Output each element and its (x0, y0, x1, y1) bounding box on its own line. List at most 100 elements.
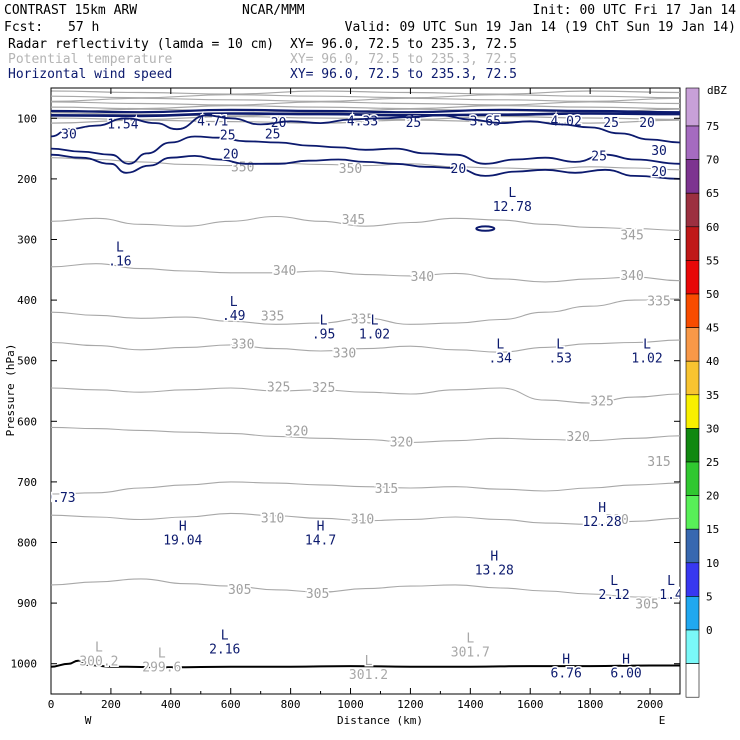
terrain-line (51, 659, 680, 669)
plot-frame (50, 87, 681, 695)
colorbar-level-65: 65 (706, 187, 719, 200)
extremum-kind-19: L (466, 631, 474, 646)
wind-label-25-0: 25 (220, 128, 236, 143)
y-tick-label-5: 600 (17, 415, 37, 428)
theta-label-345-0: 345 (342, 213, 365, 228)
colorbar-level-75: 75 (706, 120, 719, 133)
west-endpoint: W (85, 714, 92, 727)
theta-line-350 (51, 157, 680, 171)
extremum-value-6: .53 (548, 352, 571, 367)
theta-label-320-0: 320 (285, 425, 308, 440)
theta-label-320-1: 320 (390, 436, 413, 451)
upper-theta-line (51, 97, 680, 102)
extremum-kind-6: L (556, 338, 564, 353)
upper-theta-line (51, 101, 680, 106)
colorbar-swatch-13 (685, 528, 700, 564)
top-band-label-3: 4.33 (347, 114, 378, 129)
x-tick-label-7: 1400 (457, 698, 484, 711)
theta-label-310-0: 310 (261, 511, 284, 526)
colorbar-swatch-15 (685, 596, 700, 631)
theta-line-310 (51, 512, 680, 525)
colorbar-level-50: 50 (706, 288, 719, 301)
terrain-surface (51, 659, 680, 669)
wind-label-20-2: 20 (651, 165, 667, 180)
upper-wind-line (51, 108, 680, 114)
theta-label-335-2: 335 (647, 294, 670, 309)
y-axis-title: Pressure (hPa) (4, 344, 17, 437)
colorbar-level-25: 25 (706, 456, 719, 469)
extremum-kind-12: H (490, 550, 498, 565)
theta-label-335-1: 335 (351, 312, 374, 327)
colorbar-swatch-10 (685, 428, 700, 463)
theta-label-305-1: 305 (306, 587, 329, 602)
theta-label-315-1: 315 (647, 455, 670, 470)
fcst-value: 57 h (68, 20, 99, 35)
y-tick-label-3: 400 (17, 294, 37, 307)
extremum-kind-7: L (643, 338, 651, 353)
extremum-value-0: 12.78 (493, 200, 532, 215)
x-tick-label-1: 200 (101, 698, 121, 711)
colorbar-swatch-8 (685, 360, 700, 396)
theta-label-330-1: 330 (333, 346, 356, 361)
colorbar-level-45: 45 (706, 322, 719, 335)
extremum-value-16: 300.2 (79, 655, 118, 670)
wind-label-30-0: 30 (61, 128, 77, 143)
extremum-value-21: 6.00 (610, 667, 641, 682)
x-tick-label-9: 1800 (577, 698, 604, 711)
colorbar-unit: dBZ (707, 84, 727, 97)
theta-label-310-1: 310 (351, 512, 374, 527)
extremum-value-7: 1.02 (631, 352, 662, 367)
extremum-kind-10: H (179, 519, 187, 534)
wind-label-30-1: 30 (651, 144, 667, 159)
colorbar-level-70: 70 (706, 154, 719, 167)
extremum-kind-14: L (667, 574, 675, 589)
x-tick-label-5: 1000 (337, 698, 364, 711)
east-endpoint: E (659, 714, 666, 727)
theta-label-320-2: 320 (566, 430, 589, 445)
field-name-wind: Horizontal wind speed (8, 67, 172, 82)
x-axis-title: Distance (km) (337, 714, 423, 727)
x-tick-label-3: 600 (221, 698, 241, 711)
theta-label-325-2: 325 (590, 394, 613, 409)
field-xy-reflectivity: XY= 96.0, 72.5 to 235.3, 72.5 (290, 37, 517, 52)
upper-theta-line (51, 104, 680, 110)
extremum-kind-2: L (230, 295, 238, 310)
colorbar-swatch-11 (685, 461, 700, 496)
extremum-kind-11: H (317, 519, 325, 534)
colorbar-swatch-5 (685, 260, 700, 295)
extremum-value-15: 2.16 (209, 642, 240, 657)
y-tick-label-6: 700 (17, 476, 37, 489)
extremum-kind-0: L (508, 186, 516, 201)
theta-label-350-1: 350 (339, 162, 362, 177)
top-band-label-8: 20 (639, 116, 655, 131)
theta-label-315-0: 315 (375, 482, 398, 497)
wind-label-20-1: 20 (451, 162, 467, 177)
y-tick-label-9: 1000 (11, 658, 38, 671)
x-tick-label-6: 1200 (397, 698, 424, 711)
field-name-reflectivity: Radar reflectivity (lamda = 10 cm) (8, 37, 274, 52)
header: CONTRAST 15km ARW NCAR/MMM Init: 00 UTC … (4, 3, 736, 82)
upper-wind-line (51, 112, 680, 118)
colorbar-swatch-2 (685, 159, 700, 194)
y-tick-label-8: 900 (17, 597, 37, 610)
extremum-kind-18: L (365, 654, 373, 669)
valid-time: Valid: 09 UTC Sun 19 Jan 14 (19 ChT Sun … (345, 20, 736, 35)
extremum-value-8: 9.73 (44, 491, 75, 506)
theta-label-310-2: 310 (605, 513, 628, 528)
colorbar-swatch-12 (685, 495, 700, 530)
wind-line-30 (51, 114, 680, 144)
extremum-kind-16: L (95, 641, 103, 656)
top-band-label-7: 25 (603, 116, 619, 131)
x-tick-label-10: 2000 (637, 698, 664, 711)
y-tick-label-1: 200 (17, 173, 37, 186)
extrema-labels: L12.78L.16L.49 L.95L1.02L.34L.53L1.029.73… (44, 185, 680, 685)
center-title: NCAR/MMM (242, 3, 305, 18)
colorbar-level-35: 35 (706, 389, 719, 402)
colorbar-swatch-17 (685, 663, 700, 698)
extremum-value-19: 301.7 (451, 645, 490, 660)
upper-theta-line (51, 94, 680, 99)
theta-label-325-0: 325 (267, 380, 290, 395)
